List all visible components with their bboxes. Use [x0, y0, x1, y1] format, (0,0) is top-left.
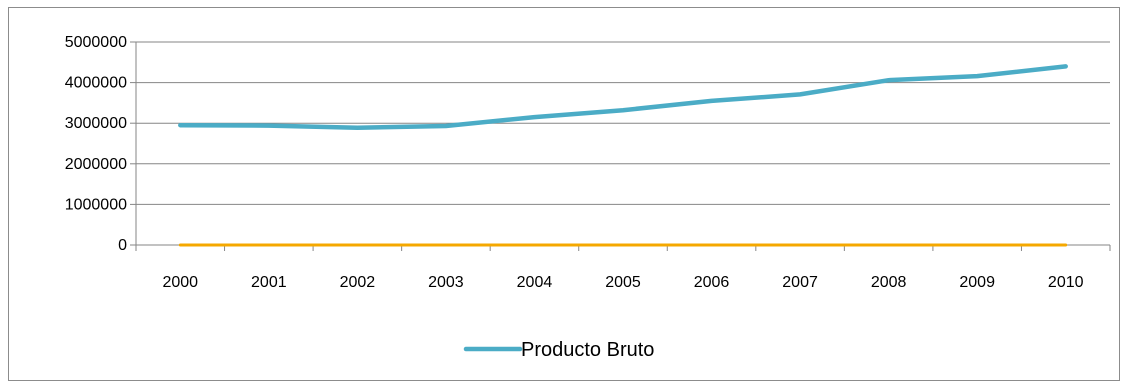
y-tick-label: 4000000	[65, 75, 127, 92]
y-tick-label: 1000000	[65, 196, 127, 213]
chart-frame: 0 1000000 2000000 3000000 4000000 5000000 200…	[8, 7, 1120, 381]
x-tick-label: 2000	[162, 274, 198, 291]
y-tick-label: 0	[118, 237, 127, 254]
legend-label: Producto Bruto	[521, 339, 654, 361]
x-tick-label: 2009	[959, 274, 995, 291]
x-tick-label: 2003	[428, 274, 464, 291]
axes	[130, 41, 1111, 251]
x-tick-label: 2004	[517, 274, 553, 291]
y-tick-label: 2000000	[65, 156, 127, 173]
y-tick-labels: 0 1000000 2000000 3000000 4000000 5000000	[65, 34, 127, 254]
line-chart: 0 1000000 2000000 3000000 4000000 5000000 200…	[65, 34, 1111, 361]
gridlines	[136, 41, 1110, 205]
y-tick-label: 3000000	[65, 115, 127, 132]
y-tick-label: 5000000	[65, 34, 127, 51]
legend: Producto Bruto	[463, 339, 654, 361]
x-tick-label: 2007	[782, 274, 818, 291]
x-tick-label: 2002	[340, 274, 376, 291]
series-lines	[178, 64, 1068, 247]
x-tick-label: 2008	[871, 274, 907, 291]
x-tick-label: 2010	[1048, 274, 1084, 291]
series-line-producto-bruto	[178, 64, 1068, 130]
x-tick-label: 2006	[694, 274, 730, 291]
x-tick-label: 2005	[605, 274, 641, 291]
x-tick-label: 2001	[251, 274, 287, 291]
x-tick-labels: 2000 2001 2002 2003 2004 2005 2006 2007 2008 2009…	[162, 274, 1083, 291]
